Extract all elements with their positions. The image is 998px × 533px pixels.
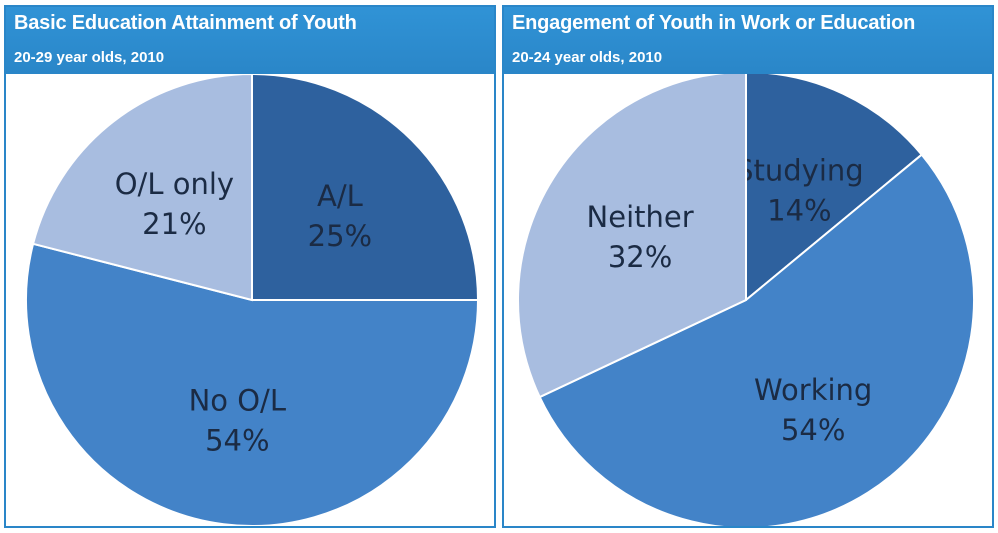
slice-value-label: 25%	[308, 219, 372, 253]
slice-label: Neither	[587, 200, 694, 234]
pie-chart-engagement: Studying 14% Working 54% Neither 32%	[504, 74, 992, 526]
slice-label: A/L	[317, 179, 363, 213]
slice-label: No O/L	[189, 384, 286, 418]
slice-value-label: 54%	[205, 424, 269, 458]
slice-value-label: 54%	[781, 413, 845, 447]
slice-value-label: 14%	[767, 194, 831, 228]
slice-label: Studying	[735, 154, 864, 188]
slice-value-label: 21%	[142, 207, 206, 241]
chart-panel-engagement: Engagement of Youth in Work or Education…	[502, 5, 994, 528]
chart-panel-education: Basic Education Attainment of Youth 20-2…	[4, 5, 496, 528]
slice-value-label: 32%	[608, 240, 672, 274]
pie-chart-education: A/L 25% No O/L 54% O/L only 21%	[6, 74, 494, 526]
chart-title: Engagement of Youth in Work or Education	[512, 12, 915, 35]
chart-subtitle: 20-29 year olds, 2010	[14, 49, 164, 66]
pie-slice-a-l	[252, 74, 478, 300]
slice-label: Working	[754, 373, 872, 407]
chart-header: Engagement of Youth in Work or Education…	[504, 7, 992, 74]
slice-label: O/L only	[115, 167, 234, 201]
chart-title: Basic Education Attainment of Youth	[14, 12, 357, 35]
chart-subtitle: 20-24 year olds, 2010	[512, 49, 662, 66]
chart-header: Basic Education Attainment of Youth 20-2…	[6, 7, 494, 74]
